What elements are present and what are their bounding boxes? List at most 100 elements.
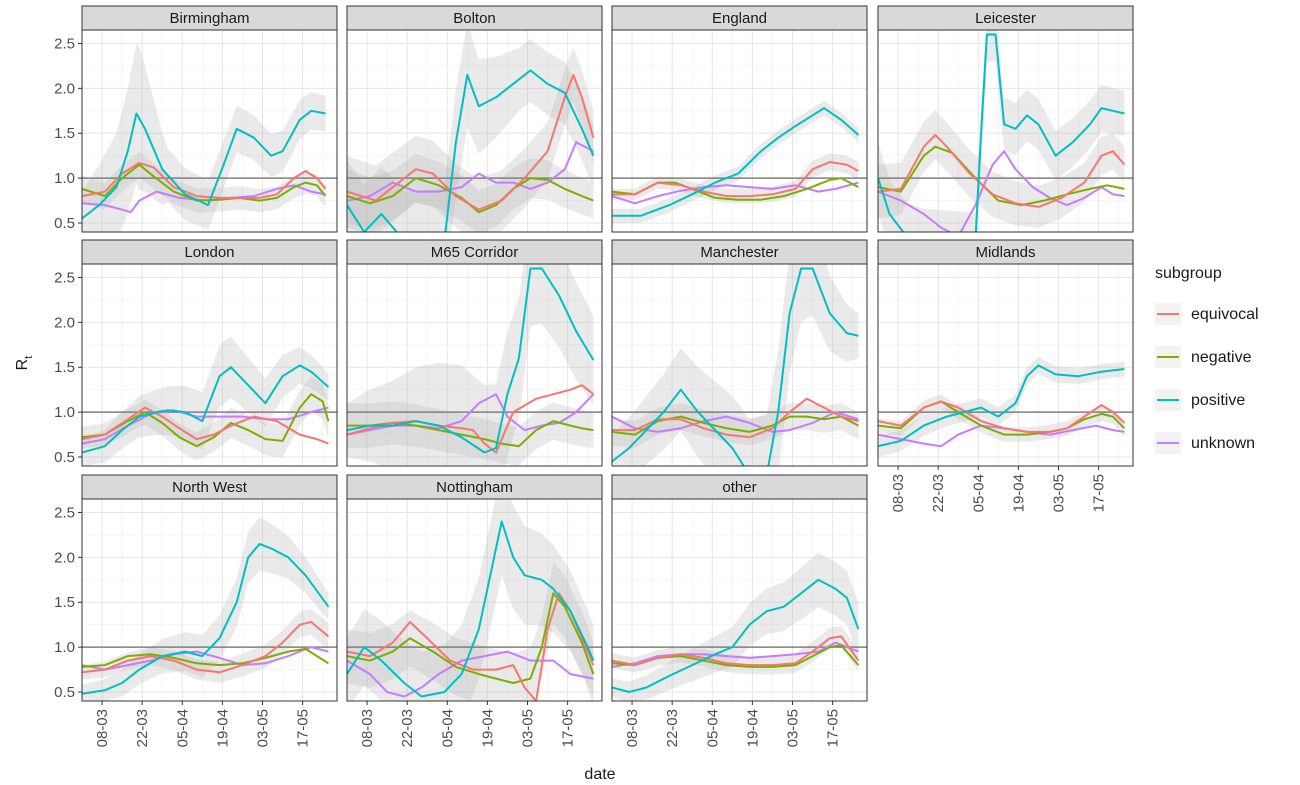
panel-strip xyxy=(346,474,603,500)
panel-border xyxy=(81,263,338,467)
series-line-equivocal xyxy=(82,621,330,674)
panel-plot-area xyxy=(612,30,867,232)
panel-title: Nottingham xyxy=(436,479,513,496)
panel-plot-area xyxy=(878,264,1133,466)
y-tick-label: 0.5 xyxy=(54,684,75,701)
panel-other: other xyxy=(611,474,868,702)
x-tick-label: 22-03 xyxy=(399,709,416,747)
confidence-band-negative xyxy=(612,403,859,448)
series-line-equivocal xyxy=(82,161,327,199)
panel-strip xyxy=(81,5,338,31)
series-line-unknown xyxy=(612,181,859,205)
x-tick-label: 05-04 xyxy=(704,709,721,747)
y-tick-label: 1.5 xyxy=(54,125,75,142)
panel-midlands: Midlands xyxy=(877,239,1134,467)
confidence-band-positive xyxy=(82,43,326,232)
panel-background xyxy=(612,499,867,701)
panel-border xyxy=(81,29,338,233)
axis-layer: 0.5 1.0 1.5 2.0 2.5 0.5 1.0 1.5 2.0 2.5 08-03 22-03… xyxy=(54,35,1107,747)
panel-plot-area xyxy=(347,30,602,232)
series-line-positive xyxy=(612,578,860,693)
series-line-equivocal xyxy=(878,134,1126,208)
series-line-equivocal xyxy=(612,635,860,667)
panel-plot-area xyxy=(612,264,867,466)
panel-title: M65 Corridor xyxy=(431,244,519,261)
panel-strip xyxy=(81,474,338,500)
panel-title: other xyxy=(722,479,756,496)
legend-label-equivocal: equivocal xyxy=(1191,306,1259,323)
series-line-positive xyxy=(878,364,1125,448)
panel-strip xyxy=(346,5,603,31)
series-line-positive xyxy=(612,107,860,217)
x-tick-label: 03-05 xyxy=(255,709,272,747)
panel-title: Midlands xyxy=(975,244,1035,261)
panel-london: London xyxy=(81,239,338,467)
y-tick-label: 2.5 xyxy=(54,269,75,286)
series-line-unknown xyxy=(82,646,329,671)
x-tick-label: 17-05 xyxy=(1091,474,1108,512)
panel-plot-area xyxy=(82,499,337,701)
series-line-positive xyxy=(878,33,1125,232)
panel-border xyxy=(346,263,603,467)
confidence-band-positive xyxy=(347,30,594,232)
panel-background xyxy=(612,30,867,232)
panel-background xyxy=(878,264,1133,466)
y-tick-label: 1.5 xyxy=(54,594,75,611)
panel-border xyxy=(611,498,868,702)
x-tick-label: 03-05 xyxy=(520,709,537,747)
x-tick-label: 19-04 xyxy=(479,709,496,747)
confidence-band-positive xyxy=(878,357,1125,457)
panel-title: Leicester xyxy=(975,10,1036,27)
panel-plot-area xyxy=(347,499,602,701)
confidence-band-positive xyxy=(612,552,859,701)
series-line-equivocal xyxy=(878,400,1126,433)
panel-plot-area xyxy=(878,30,1133,232)
series-line-negative xyxy=(347,592,595,684)
confidence-band-positive xyxy=(612,100,859,223)
x-tick-label: 03-05 xyxy=(785,709,802,747)
series-line-positive xyxy=(82,542,330,695)
panel-m65-corridor: M65 Corridor xyxy=(346,239,603,467)
x-tick-label: 05-04 xyxy=(174,709,191,747)
series-line-positive xyxy=(347,520,595,698)
y-tick-label: 1.0 xyxy=(54,404,75,421)
series-line-equivocal xyxy=(612,161,859,198)
y-tick-label: 1.0 xyxy=(54,170,75,187)
y-axis-label: Rt xyxy=(14,356,35,371)
panel-strip xyxy=(611,5,868,31)
panel-border xyxy=(611,29,868,233)
x-tick-label: 08-03 xyxy=(94,709,111,747)
series-line-negative xyxy=(612,415,859,436)
legend: subgroup equivocal negative positive unknow… xyxy=(1155,265,1259,454)
series-line-positive xyxy=(347,267,595,454)
panel-title: England xyxy=(712,10,767,27)
panel-plot-area xyxy=(82,264,337,466)
y-tick-label: 2.5 xyxy=(54,504,75,521)
panel-background xyxy=(347,30,602,232)
panel-border xyxy=(611,263,868,467)
y-tick-label: 2.0 xyxy=(54,80,75,97)
series-line-unknown xyxy=(347,650,594,698)
series-line-positive xyxy=(347,69,595,232)
legend-title: subgroup xyxy=(1155,265,1222,282)
x-tick-label: 08-03 xyxy=(890,474,907,512)
confidence-band-negative xyxy=(347,153,594,232)
confidence-band-positive xyxy=(347,264,594,466)
panel-nottingham: Nottingham xyxy=(346,474,603,702)
series-line-equivocal xyxy=(347,73,595,211)
panel-manchester: Manchester xyxy=(611,239,868,467)
confidence-band-equivocal xyxy=(347,47,594,232)
y-tick-label: 0.5 xyxy=(54,215,75,232)
confidence-band-equivocal xyxy=(612,153,859,204)
x-tick-label: 17-05 xyxy=(825,709,842,747)
confidence-band-equivocal xyxy=(82,609,329,683)
panel-border xyxy=(877,29,1134,233)
y-tick-label: 0.5 xyxy=(54,449,75,466)
panel-strip xyxy=(611,239,868,265)
x-tick-label: 05-04 xyxy=(970,474,987,512)
series-line-negative xyxy=(347,177,594,214)
panel-border xyxy=(346,498,603,702)
panel-title: North West xyxy=(172,479,248,496)
panel-leicester: Leicester xyxy=(877,5,1134,233)
